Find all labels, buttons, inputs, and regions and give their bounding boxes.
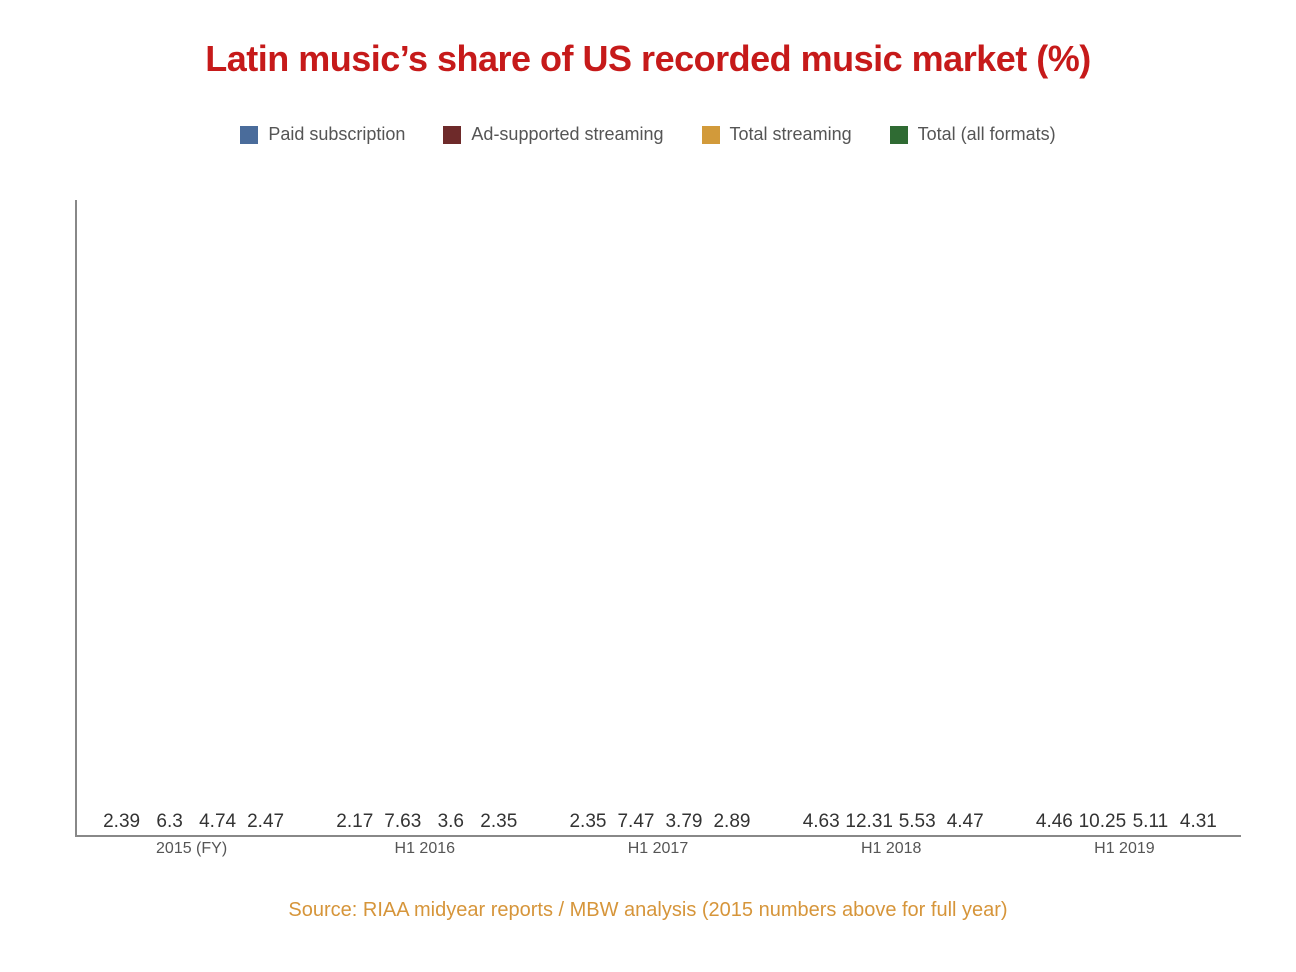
chart-title: Latin music’s share of US recorded music… [0, 0, 1296, 80]
source-caption: Source: RIAA midyear reports / MBW analy… [0, 899, 1296, 922]
bar-value-label: 4.31 [1158, 811, 1238, 833]
plot: 2.396.34.742.472.177.633.62.352.357.473.… [75, 200, 1241, 837]
bar-group: 2.357.473.792.89 [543, 200, 776, 835]
x-axis-labels: 2015 (FY)H1 2016H1 2017H1 2018H1 2019 [75, 840, 1241, 870]
legend-item: Total (all formats) [890, 124, 1056, 145]
legend-item: Paid subscription [240, 124, 405, 145]
bar-value-label: 2.35 [459, 811, 539, 833]
bar-value-label: 4.47 [925, 811, 1005, 833]
legend-swatch [890, 126, 908, 144]
legend: Paid subscription Ad-supported streaming T… [0, 124, 1296, 145]
legend-swatch [240, 126, 258, 144]
bar-group: 4.4610.255.114.31 [1010, 200, 1243, 835]
x-axis-label: H1 2017 [541, 840, 774, 858]
legend-label: Total streaming [730, 124, 852, 145]
legend-item: Ad-supported streaming [443, 124, 663, 145]
bar-value-label: 2.89 [692, 811, 772, 833]
bar-group: 4.6312.315.534.47 [777, 200, 1010, 835]
legend-label: Paid subscription [268, 124, 405, 145]
legend-item: Total streaming [702, 124, 852, 145]
x-axis-label: H1 2019 [1008, 840, 1241, 858]
x-axis-label: H1 2016 [308, 840, 541, 858]
bar-group: 2.177.633.62.35 [310, 200, 543, 835]
x-axis-label: 2015 (FY) [75, 840, 308, 858]
legend-swatch [443, 126, 461, 144]
legend-label: Ad-supported streaming [471, 124, 663, 145]
legend-swatch [702, 126, 720, 144]
x-axis-label: H1 2018 [775, 840, 1008, 858]
legend-label: Total (all formats) [918, 124, 1056, 145]
bar-value-label: 2.47 [226, 811, 306, 833]
chart-area: 2.396.34.742.472.177.633.62.352.357.473.… [75, 200, 1241, 837]
bar-group: 2.396.34.742.47 [77, 200, 310, 835]
